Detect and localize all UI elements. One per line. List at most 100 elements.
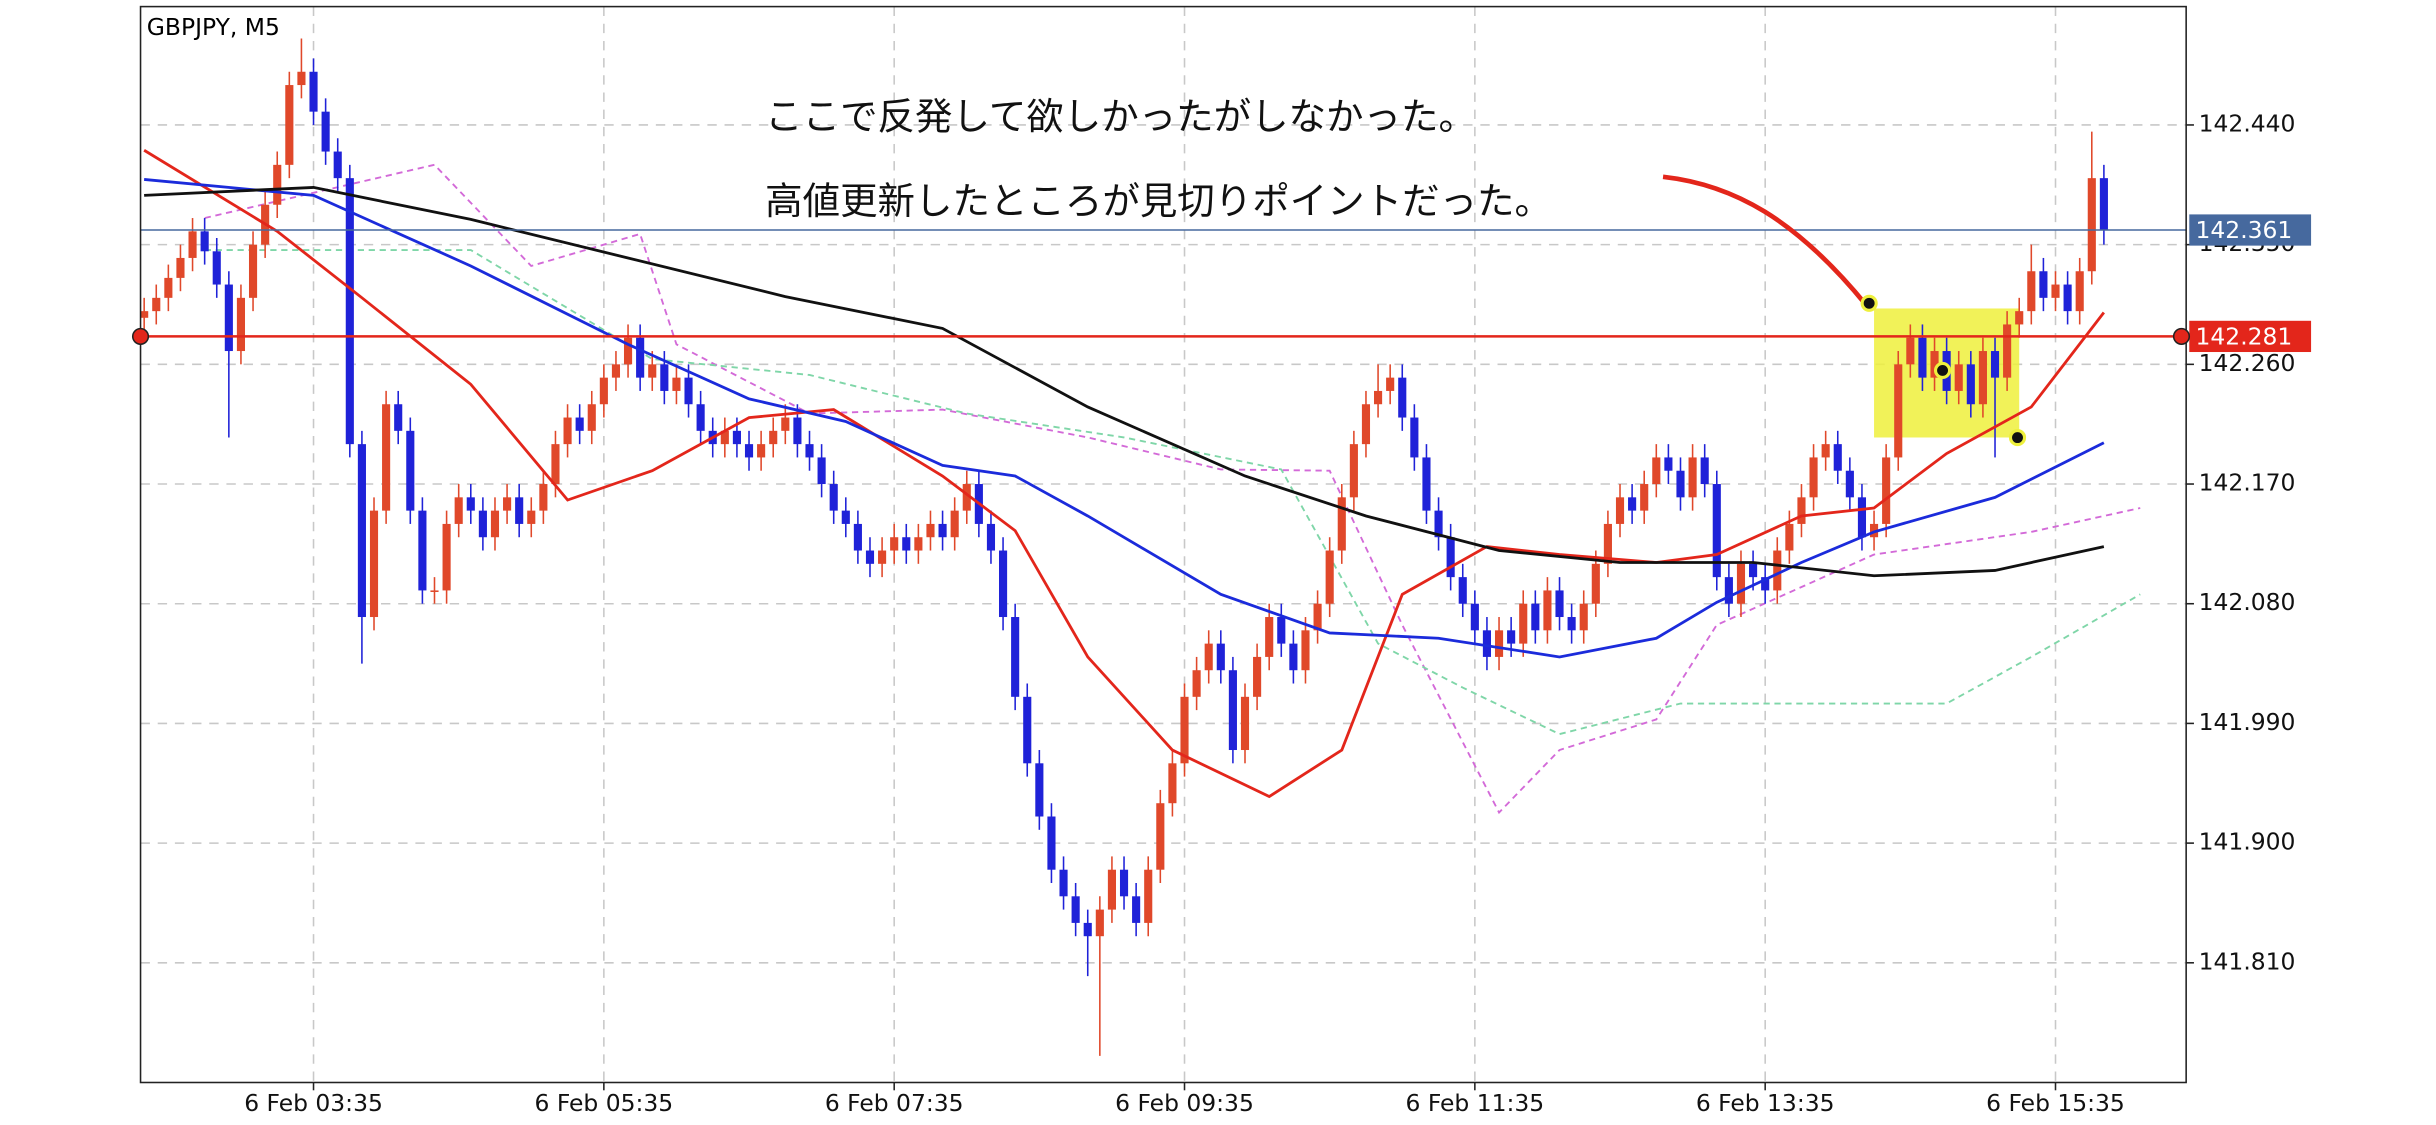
candle-body bbox=[333, 151, 342, 179]
candle-body bbox=[1349, 444, 1358, 498]
candle-body bbox=[527, 510, 536, 524]
price-label: 142.361 bbox=[2196, 216, 2293, 244]
candle-body bbox=[1966, 364, 1975, 405]
candle-body bbox=[188, 231, 197, 258]
y-tick-label: 142.440 bbox=[2199, 109, 2296, 137]
candle-body bbox=[1918, 337, 1927, 378]
candle-body bbox=[1144, 869, 1153, 923]
candle-body bbox=[1265, 617, 1274, 657]
candle-body bbox=[1628, 497, 1637, 511]
x-tick-label: 6 Feb 03:35 bbox=[244, 1089, 383, 1117]
cloud-line bbox=[204, 249, 2141, 736]
candle-body bbox=[1325, 550, 1334, 604]
candle-body bbox=[1954, 364, 1963, 391]
candle-body bbox=[539, 484, 548, 511]
candle-body bbox=[236, 297, 246, 352]
candle-body bbox=[986, 523, 996, 551]
candle-body bbox=[1507, 630, 1516, 644]
candle-body bbox=[551, 444, 560, 485]
candle-body bbox=[1059, 869, 1068, 897]
candle-body bbox=[1833, 444, 1842, 471]
candle-body bbox=[902, 537, 911, 551]
candle-body bbox=[2027, 271, 2036, 312]
candle-body bbox=[1011, 617, 1020, 697]
candle-body bbox=[1676, 470, 1685, 498]
x-tick-label: 6 Feb 15:35 bbox=[1986, 1089, 2125, 1117]
candle-body bbox=[1398, 377, 1407, 418]
x-tick-label: 6 Feb 13:35 bbox=[1696, 1089, 1835, 1117]
candle-body bbox=[1361, 404, 1371, 445]
candle-body bbox=[1434, 510, 1443, 538]
candle-body bbox=[1374, 390, 1383, 405]
candle-body bbox=[1845, 470, 1854, 498]
candle-body bbox=[1531, 603, 1540, 631]
candle-body bbox=[732, 430, 741, 445]
candle-body bbox=[357, 444, 366, 618]
candle-body bbox=[1700, 457, 1709, 485]
candle-body bbox=[1724, 577, 1733, 604]
line-handle bbox=[2172, 327, 2191, 345]
candle-body bbox=[309, 71, 318, 112]
candle-body bbox=[273, 164, 282, 205]
candle-body bbox=[1228, 670, 1237, 751]
moving-average bbox=[143, 149, 2105, 799]
candle-body bbox=[1857, 497, 1867, 538]
candle-body bbox=[2003, 324, 2012, 378]
candle-body bbox=[1313, 603, 1322, 631]
candle-body bbox=[1083, 922, 1092, 937]
candle-body bbox=[1773, 550, 1782, 591]
candle-body bbox=[1579, 603, 1588, 631]
candle-body bbox=[648, 364, 657, 378]
candle-body bbox=[454, 497, 463, 524]
candle-body bbox=[2099, 178, 2108, 231]
candle-body bbox=[672, 377, 681, 391]
candle-body bbox=[962, 484, 971, 511]
candle-body bbox=[1640, 484, 1649, 511]
candle-body bbox=[805, 444, 814, 458]
candle-body bbox=[950, 510, 959, 538]
plot-area bbox=[140, 6, 2194, 1083]
candle-body bbox=[926, 523, 935, 538]
marker-dot bbox=[1933, 361, 1952, 380]
candle-body bbox=[1736, 563, 1746, 604]
candle-body bbox=[1095, 909, 1104, 937]
candle-body bbox=[503, 497, 512, 511]
candle-body bbox=[890, 537, 899, 551]
candle-body bbox=[2039, 271, 2048, 298]
candle-body bbox=[1107, 869, 1116, 910]
candle-body bbox=[841, 510, 850, 524]
candle-body bbox=[817, 457, 826, 485]
candle-body bbox=[1797, 497, 1806, 524]
annotation: 高値更新したところが見切りポイントだった。 bbox=[765, 179, 1552, 223]
candle-body bbox=[321, 111, 330, 152]
candle-body bbox=[2087, 178, 2096, 272]
candle-body bbox=[1470, 603, 1479, 631]
candle-body bbox=[1906, 337, 1915, 365]
candle-body bbox=[1386, 377, 1395, 391]
marker-dot bbox=[1860, 294, 1878, 312]
candle-body bbox=[587, 404, 596, 431]
candle-body bbox=[599, 377, 608, 405]
candle-body bbox=[2051, 284, 2060, 298]
x-tick-label: 6 Feb 09:35 bbox=[1115, 1089, 1254, 1117]
x-tick-label: 6 Feb 05:35 bbox=[535, 1089, 674, 1117]
plot-frame bbox=[139, 5, 2187, 1084]
line-handle bbox=[131, 327, 150, 345]
candle-body bbox=[623, 337, 633, 365]
candle-body bbox=[1023, 696, 1032, 764]
candle-body bbox=[1603, 523, 1612, 564]
candle-body bbox=[1289, 643, 1298, 671]
candle-body bbox=[164, 277, 173, 298]
candle-body bbox=[1567, 617, 1576, 631]
candle-body bbox=[1882, 457, 1891, 524]
candle-body bbox=[1216, 643, 1225, 671]
candle-body bbox=[1821, 444, 1830, 458]
price-label: 142.281 bbox=[2196, 322, 2293, 350]
candle-body bbox=[212, 251, 221, 285]
candle-body bbox=[1446, 537, 1455, 578]
candle-body bbox=[1978, 351, 1987, 405]
candle-body bbox=[938, 523, 947, 538]
candle-body bbox=[1664, 457, 1673, 471]
candle-body bbox=[563, 417, 572, 445]
y-tick-label: 142.080 bbox=[2199, 588, 2296, 616]
